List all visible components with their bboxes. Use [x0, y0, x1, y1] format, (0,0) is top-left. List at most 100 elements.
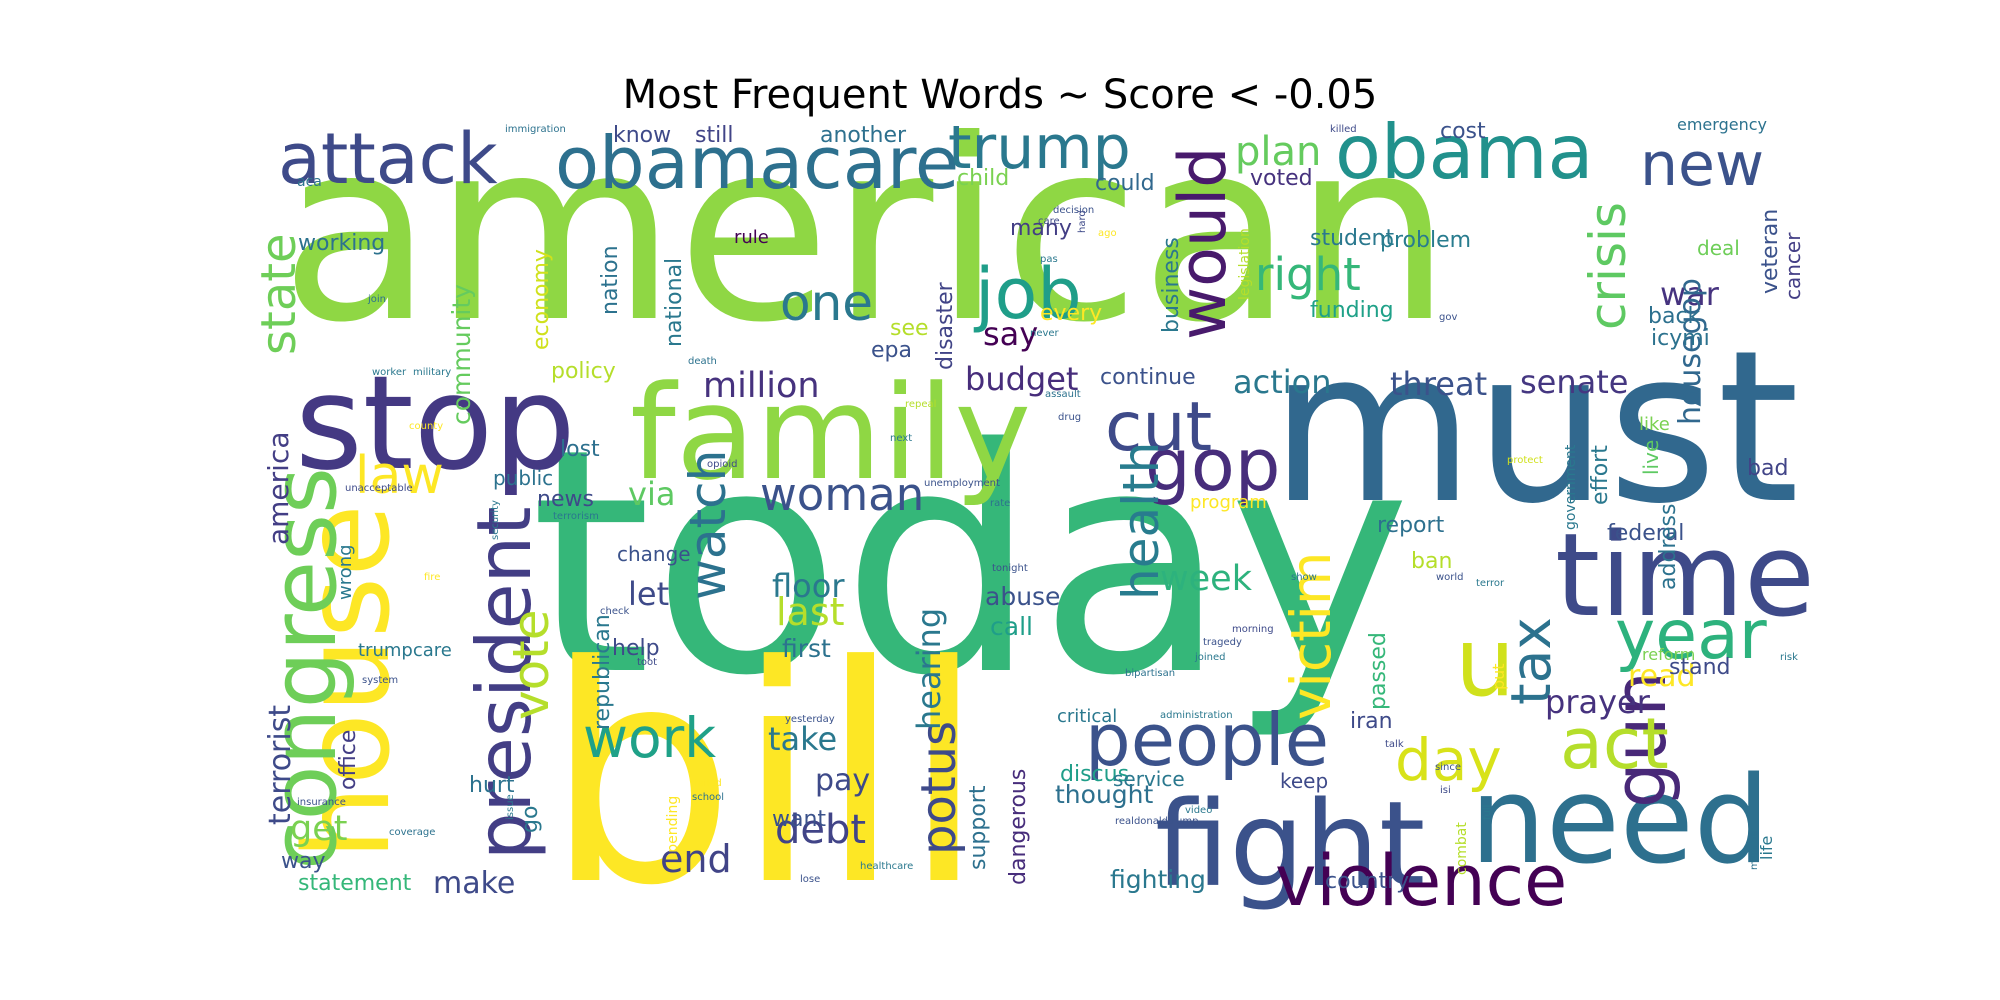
word-today: today [530, 383, 1411, 744]
word-trump: trump [948, 113, 1131, 183]
word-like: like [1639, 414, 1670, 435]
word-plan: plan [1235, 129, 1321, 175]
word-decision: decision [1053, 205, 1094, 216]
word-would: would [1166, 147, 1241, 340]
word-new: new [1640, 130, 1764, 200]
word-help: help [612, 636, 660, 661]
word-u: u [1455, 608, 1515, 718]
word-cost: cost [1440, 119, 1486, 144]
word-failed: failed [694, 778, 722, 789]
word-gov: gov [1439, 312, 1457, 323]
word-fire: fire [424, 572, 440, 583]
word-military: military [413, 367, 451, 378]
word-risk: risk [1780, 652, 1798, 663]
word-icymi: icymi [1651, 326, 1710, 351]
word-senate: senate [1520, 363, 1628, 401]
word-last: last [776, 590, 845, 634]
word-violence: violence [1275, 840, 1567, 922]
word-protect: protect [1507, 455, 1543, 466]
word-public: public [493, 466, 553, 490]
word-job: job [973, 253, 1082, 335]
word-office: office [336, 730, 361, 790]
word-economy: economy [529, 249, 554, 350]
word-never: never [1030, 328, 1060, 339]
word-ban: ban [1411, 549, 1452, 574]
word-work: work [583, 706, 716, 770]
word-end: end [660, 837, 732, 881]
word-discus: discus [1060, 762, 1129, 787]
word-nation: nation [598, 245, 623, 315]
word-country: country [1325, 869, 1409, 894]
word-week: week [1160, 559, 1253, 599]
word-national: national [662, 258, 687, 347]
word-immigration: immigration [505, 124, 566, 135]
word-state: state [251, 233, 307, 355]
word-worker: worker [372, 367, 407, 378]
word-go: go [518, 806, 543, 833]
word-aca: aca [297, 174, 322, 190]
word-obamacare: obamacare [555, 121, 959, 205]
word-make: make [433, 866, 515, 901]
word-read: read [1628, 659, 1696, 694]
word-cut: cut [1105, 388, 1212, 467]
word-unacceptable: unacceptable [345, 483, 413, 494]
word-floor: floor [772, 567, 845, 605]
word-say: say [983, 315, 1038, 353]
word-abuse: abuse [985, 582, 1060, 611]
word-emergency: emergency [1677, 115, 1767, 134]
word-student: student [1310, 226, 1394, 251]
word-combat: combat [1454, 822, 1470, 875]
word-victim: victim [1279, 552, 1343, 721]
word-iran: iran [1350, 709, 1393, 734]
word-pay: pay [815, 763, 870, 798]
word-coverage: coverage [389, 827, 435, 838]
word-yesterday: yesterday [785, 714, 835, 725]
word-day: day [1395, 726, 1502, 794]
word-people: people [1085, 698, 1329, 782]
word-video: video [1185, 805, 1212, 816]
word-see: see [890, 316, 929, 341]
word-opioid: opioid [707, 459, 738, 470]
word-talk: talk [1385, 739, 1404, 750]
word-gun: gun [1598, 671, 1682, 808]
word-terrorism: terrorism [553, 511, 599, 522]
word-republican: republican [590, 614, 615, 730]
word-hurt: hurt [469, 773, 515, 798]
word-repeal: repeal [905, 399, 936, 410]
word-america: america [262, 431, 295, 545]
word-next: next [890, 433, 912, 444]
word-tax: tax [1499, 617, 1563, 705]
word-isi: isi [1440, 785, 1451, 796]
word-must: must [1270, 305, 1799, 550]
word-one: one [780, 274, 873, 332]
word-join: join [367, 294, 386, 305]
word-program: program [1190, 492, 1267, 513]
word-critical: critical [1057, 706, 1117, 727]
word-thought: thought [1055, 780, 1154, 809]
word-rule: rule [734, 227, 769, 248]
word-federal: federal [1607, 521, 1684, 546]
word-death: death [688, 356, 717, 367]
word-prayer: prayer [1545, 683, 1651, 721]
word-government: government [1563, 444, 1579, 530]
word-business: business [1159, 237, 1184, 333]
word-terrorist: terrorist [263, 705, 298, 825]
word-take: take [768, 720, 837, 758]
word-disaster: disaster [933, 281, 958, 370]
word-trumpcare: trumpcare [358, 640, 452, 661]
word-via: via [628, 475, 675, 513]
word-know: know [613, 123, 671, 148]
word-another: another [820, 123, 907, 148]
word-ago: ago [1098, 228, 1117, 239]
word-stand: stand [1669, 655, 1730, 680]
word-president: president [460, 506, 548, 860]
word-right: right [1255, 248, 1361, 301]
word-killed: killed [1330, 124, 1357, 135]
word-stop: stop [295, 347, 576, 499]
word-passed: passed [1366, 632, 1391, 710]
word-epa: epa [871, 338, 912, 363]
word-security: security [490, 500, 501, 540]
word-toot: toot [637, 657, 657, 668]
word-call: call [990, 612, 1033, 641]
